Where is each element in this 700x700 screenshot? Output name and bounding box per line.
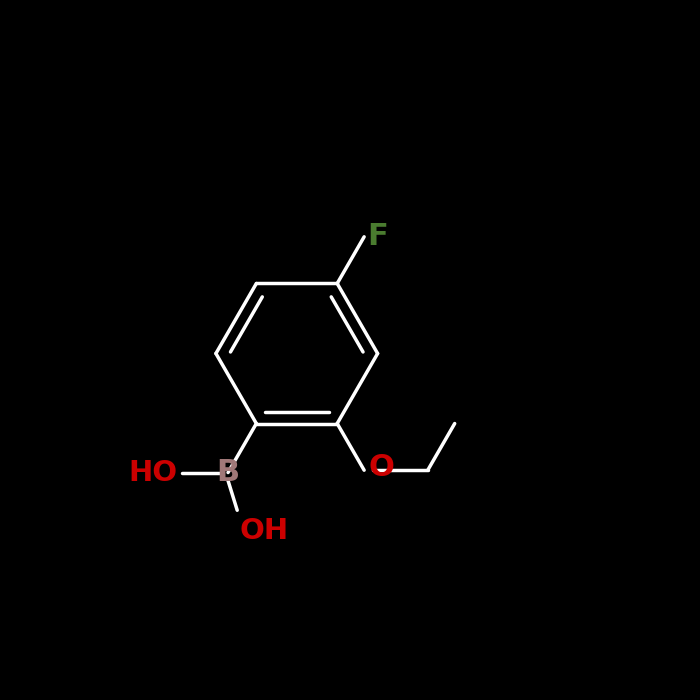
Text: O: O [368, 453, 394, 482]
Text: HO: HO [129, 458, 178, 486]
Text: F: F [367, 223, 388, 251]
Text: B: B [216, 458, 239, 487]
Text: OH: OH [240, 517, 289, 545]
